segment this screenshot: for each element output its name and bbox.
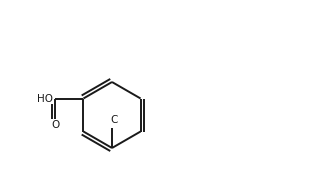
Text: HO: HO: [37, 93, 53, 103]
Text: C: C: [110, 115, 118, 125]
Text: O: O: [51, 120, 60, 130]
